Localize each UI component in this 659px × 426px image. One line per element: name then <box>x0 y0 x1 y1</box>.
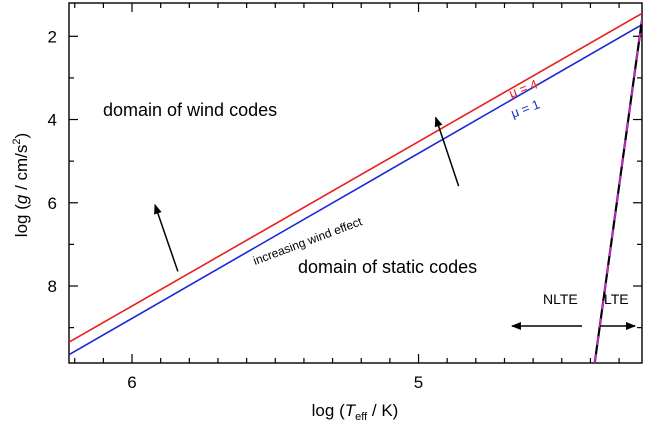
wind-effect-arrow-left <box>154 203 179 272</box>
nlte-label: NLTE <box>543 291 578 307</box>
y-ticks: 2 4 6 8 <box>48 27 642 329</box>
y-tick-label: 4 <box>48 111 57 130</box>
wind-effect-arrow-right <box>434 116 460 187</box>
lte-label: LTE <box>604 291 629 307</box>
series-mu-1-line <box>69 23 642 356</box>
y-tick-label: 2 <box>48 27 57 46</box>
y-tick-label: 8 <box>48 277 57 296</box>
x-tick-label: 6 <box>127 373 136 392</box>
x-axis-label: log (Teff / K) <box>312 401 399 423</box>
static-domain-label: domain of static codes <box>298 257 477 277</box>
wind-domain-label: domain of wind codes <box>103 100 277 120</box>
nlte-lte-boundary-dash <box>593 19 642 363</box>
series-mu-4-line <box>69 12 642 343</box>
y-tick-label: 6 <box>48 194 57 213</box>
plot-frame <box>68 2 643 364</box>
x-tick-label: 5 <box>414 373 423 392</box>
y-axis-label: log (g / cm/s2) <box>11 133 31 237</box>
